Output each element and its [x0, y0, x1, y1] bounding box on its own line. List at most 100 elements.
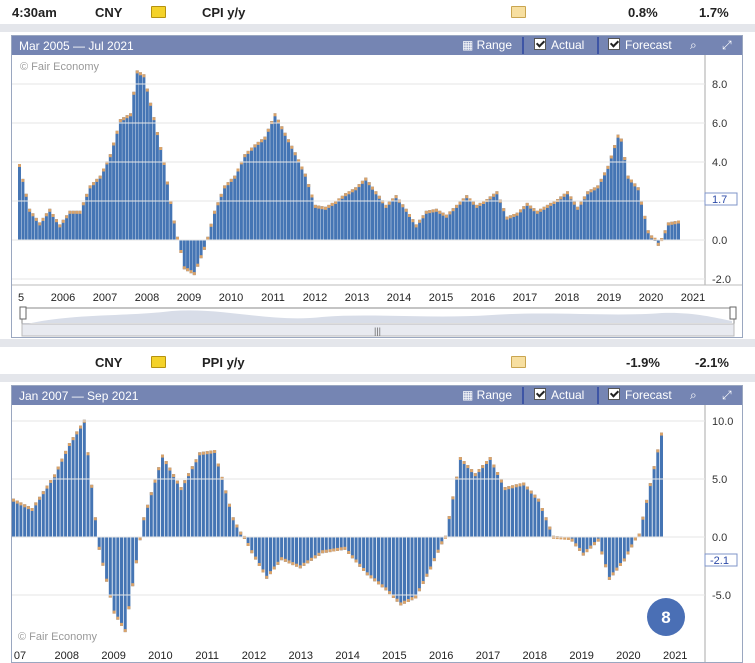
- data-bar[interactable]: [428, 210, 432, 240]
- data-bar[interactable]: [34, 502, 38, 537]
- data-bar[interactable]: [220, 476, 224, 537]
- data-bar[interactable]: [116, 537, 120, 620]
- data-bar[interactable]: [512, 214, 516, 240]
- data-bar[interactable]: [592, 187, 596, 240]
- data-bar[interactable]: [626, 175, 630, 240]
- data-bar[interactable]: [673, 221, 677, 240]
- data-bar[interactable]: [646, 230, 650, 241]
- data-bar[interactable]: [142, 517, 146, 537]
- data-bar[interactable]: [172, 474, 176, 537]
- checkbox-icon[interactable]: [608, 388, 620, 400]
- data-bar[interactable]: [360, 180, 364, 240]
- data-bar[interactable]: [257, 537, 261, 566]
- data-bar[interactable]: [93, 517, 97, 537]
- data-bar[interactable]: [556, 199, 559, 240]
- data-bar[interactable]: [145, 88, 149, 240]
- data-bar[interactable]: [261, 537, 265, 573]
- data-bar[interactable]: [192, 240, 196, 276]
- data-bar[interactable]: [97, 537, 101, 550]
- data-bar[interactable]: [660, 432, 663, 537]
- data-bar[interactable]: [280, 537, 284, 561]
- data-bar[interactable]: [507, 486, 511, 537]
- data-bar[interactable]: [324, 206, 327, 240]
- data-bar[interactable]: [149, 102, 153, 240]
- data-bar[interactable]: [343, 537, 347, 550]
- data-bar[interactable]: [159, 147, 163, 240]
- data-bar[interactable]: [246, 150, 250, 240]
- data-bar[interactable]: [436, 537, 440, 553]
- data-bar[interactable]: [41, 217, 45, 240]
- data-bar[interactable]: [38, 496, 42, 537]
- data-bar[interactable]: [576, 206, 580, 240]
- data-bar[interactable]: [164, 461, 168, 537]
- data-bar[interactable]: [670, 221, 674, 240]
- data-bar[interactable]: [410, 537, 414, 601]
- left-drag-handle[interactable]: [19, 306, 27, 320]
- data-bar[interactable]: [518, 483, 522, 537]
- data-bar[interactable]: [223, 185, 227, 240]
- data-bar[interactable]: [75, 210, 79, 241]
- data-bar[interactable]: [535, 210, 539, 241]
- data-bar[interactable]: [303, 173, 307, 240]
- data-bar[interactable]: [619, 537, 622, 566]
- data-bar[interactable]: [55, 219, 58, 240]
- data-bar[interactable]: [199, 240, 203, 259]
- data-bar[interactable]: [607, 537, 611, 580]
- data-bar[interactable]: [447, 516, 451, 537]
- data-bar[interactable]: [488, 196, 492, 240]
- data-bar[interactable]: [502, 208, 506, 240]
- data-bar[interactable]: [38, 222, 42, 240]
- data-bar[interactable]: [112, 537, 116, 614]
- data-bar[interactable]: [465, 195, 469, 240]
- data-bar[interactable]: [337, 198, 341, 240]
- data-bar[interactable]: [34, 217, 38, 240]
- data-bar[interactable]: [431, 209, 435, 240]
- data-bar[interactable]: [388, 537, 392, 595]
- data-bar[interactable]: [58, 224, 62, 240]
- data-bar[interactable]: [235, 524, 239, 538]
- forecast-toggle[interactable]: Forecast: [608, 36, 672, 55]
- data-bar[interactable]: [98, 175, 102, 240]
- data-bar[interactable]: [216, 463, 220, 538]
- data-bar[interactable]: [30, 508, 34, 537]
- data-bar[interactable]: [310, 194, 314, 241]
- data-bar[interactable]: [629, 179, 633, 241]
- page-badge[interactable]: 8: [647, 598, 685, 636]
- data-bar[interactable]: [511, 485, 514, 537]
- data-bar[interactable]: [336, 537, 339, 551]
- data-bar[interactable]: [95, 178, 99, 240]
- data-bar[interactable]: [44, 213, 48, 240]
- data-bar[interactable]: [122, 117, 126, 240]
- data-bar[interactable]: [313, 537, 317, 559]
- data-bar[interactable]: [260, 139, 264, 241]
- data-bar[interactable]: [498, 199, 502, 240]
- data-bar[interactable]: [461, 198, 465, 240]
- checkbox-icon[interactable]: [534, 388, 546, 400]
- data-bar[interactable]: [522, 482, 526, 538]
- data-bar[interactable]: [525, 486, 529, 538]
- data-bar[interactable]: [256, 141, 260, 240]
- data-bar[interactable]: [458, 457, 462, 537]
- data-bar[interactable]: [81, 202, 85, 240]
- data-bar[interactable]: [503, 487, 507, 537]
- data-bar[interactable]: [441, 212, 445, 240]
- data-bar[interactable]: [45, 485, 49, 537]
- data-bar[interactable]: [455, 204, 459, 240]
- data-bar[interactable]: [209, 450, 213, 537]
- data-bar[interactable]: [438, 210, 442, 241]
- data-bar[interactable]: [549, 202, 553, 240]
- data-bar[interactable]: [633, 183, 637, 240]
- data-bar[interactable]: [354, 537, 358, 563]
- data-bar[interactable]: [120, 537, 123, 626]
- data-bar[interactable]: [169, 201, 173, 240]
- data-bar[interactable]: [455, 476, 459, 537]
- cpi-row[interactable]: 4:30am CNY CPI y/y 0.8% 1.7%: [0, 0, 755, 24]
- data-bar[interactable]: [411, 219, 415, 240]
- range-button[interactable]: ▦ Range: [462, 36, 512, 55]
- data-bar[interactable]: [131, 537, 135, 587]
- data-bar[interactable]: [357, 184, 361, 240]
- data-bar[interactable]: [340, 195, 344, 240]
- data-bar[interactable]: [579, 201, 583, 240]
- data-bar[interactable]: [354, 187, 358, 240]
- data-bar[interactable]: [190, 466, 194, 537]
